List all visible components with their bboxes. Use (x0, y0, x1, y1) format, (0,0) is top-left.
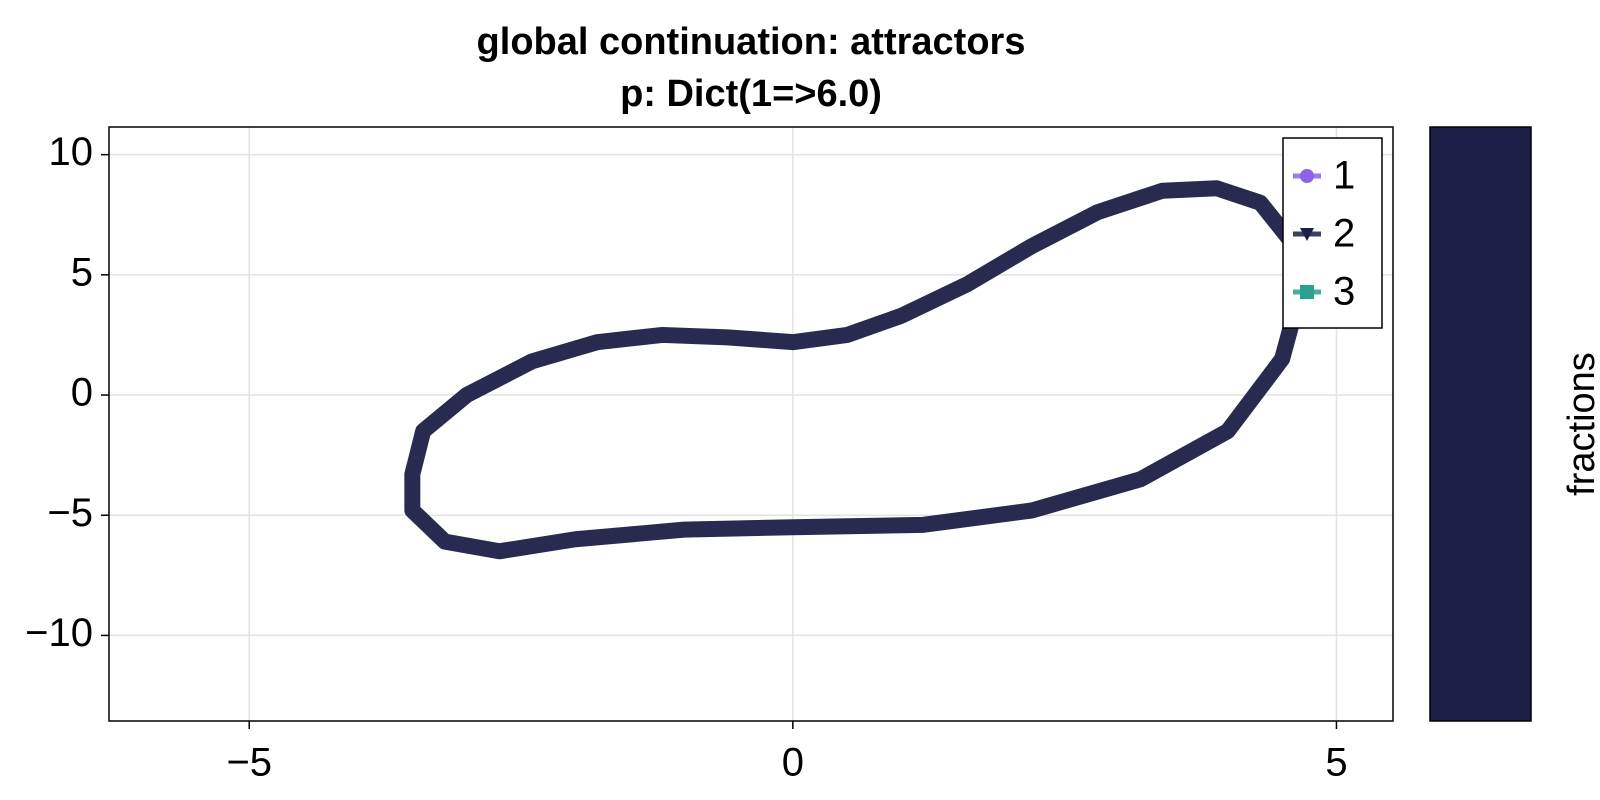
y-tick-label: 0 (71, 371, 93, 415)
x-tick-label: −5 (226, 741, 272, 785)
legend-label: 1 (1333, 154, 1355, 198)
y-tick-label: −10 (25, 611, 93, 655)
colorbar-label: fractions (1561, 352, 1600, 496)
chart-title: global continuation: attractors (477, 21, 1026, 63)
x-tick-label: 5 (1325, 741, 1347, 785)
plot-area (109, 127, 1393, 721)
plot-frame (108, 126, 1394, 722)
y-tick-label: −5 (47, 491, 93, 535)
legend-label: 3 (1333, 270, 1355, 314)
x-tick-label: 0 (782, 741, 804, 785)
colorbar (1429, 126, 1532, 722)
legend-marker (1300, 285, 1314, 299)
y-tick-label: 5 (71, 250, 93, 294)
legend-marker (1300, 169, 1314, 183)
attractor-line (404, 180, 1307, 560)
legend-label: 2 (1333, 212, 1355, 256)
legend-marker (1300, 228, 1314, 241)
chart-subtitle: p: Dict(1=>6.0) (620, 73, 882, 115)
y-tick-label: 10 (49, 130, 94, 174)
